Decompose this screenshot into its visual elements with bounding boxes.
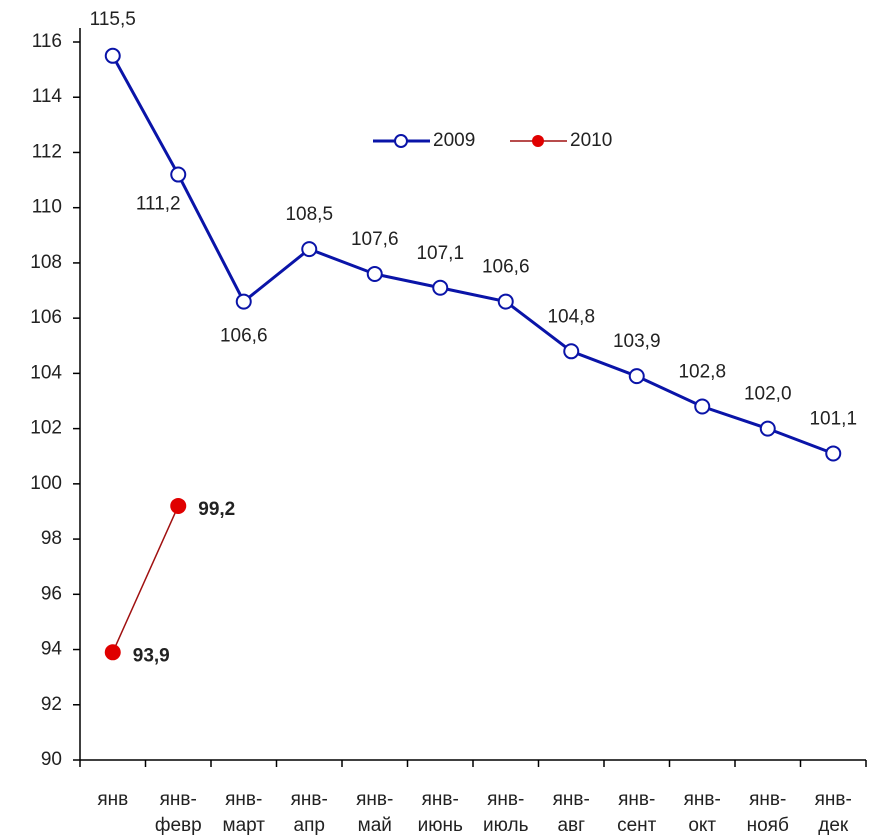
y-tick-label: 110	[32, 197, 62, 218]
x-tick-label: янв-март	[223, 789, 266, 836]
x-tick-label-line: янв-	[356, 789, 393, 810]
legend-marker	[394, 134, 408, 148]
point	[301, 241, 318, 258]
y-tick-label: 90	[41, 749, 62, 770]
x-tick-label-line: апр	[294, 815, 325, 836]
x-tick-label-line: янв-	[618, 789, 655, 810]
data-label: 107,6	[351, 229, 399, 250]
x-tick-label-line: янв-	[749, 789, 786, 810]
x-tick-label-line: янв-	[684, 789, 721, 810]
data-label: 106,6	[482, 257, 530, 278]
x-tick-label: янв	[97, 789, 128, 810]
x-tick-label: янв-апр	[291, 789, 328, 836]
data-label: 104,8	[547, 306, 595, 327]
x-tick-label: янв-дек	[815, 789, 852, 836]
x-tick-label-line: окт	[688, 815, 716, 836]
y-tick-label: 98	[41, 528, 62, 549]
y-tick-label: 92	[41, 694, 62, 715]
x-tick-label-line: янв-	[225, 789, 262, 810]
point	[628, 368, 645, 385]
x-tick-label-line: янв-	[815, 789, 852, 810]
x-tick-label: янв-июль	[483, 789, 529, 836]
x-tick-label: янв-май	[356, 789, 393, 836]
series-line	[111, 55, 834, 455]
y-tick-label: 112	[32, 141, 62, 162]
x-tick-label-line: сент	[617, 815, 657, 836]
x-tick-label-line: авг	[557, 815, 585, 836]
y-tick-label: 96	[41, 583, 62, 604]
x-tick-label-line: июль	[483, 815, 529, 836]
data-label: 106,6	[220, 326, 268, 347]
point	[759, 420, 776, 437]
point	[432, 279, 449, 296]
point	[366, 265, 383, 282]
y-tick-label: 94	[41, 639, 63, 660]
point	[170, 166, 187, 183]
data-label: 93,9	[133, 645, 170, 666]
y-tick-label: 100	[30, 473, 62, 494]
y-tick-label: 104	[30, 362, 62, 383]
point	[694, 398, 711, 415]
point	[104, 47, 121, 64]
point	[104, 644, 121, 661]
x-tick-label: янв-нояб	[747, 789, 789, 836]
y-tick-label: 108	[30, 252, 62, 273]
x-tick-label: янв-окт	[684, 789, 721, 836]
data-label: 101,1	[809, 408, 857, 429]
point	[825, 445, 842, 462]
data-label: 102,8	[678, 362, 726, 383]
point	[563, 343, 580, 360]
legend-label: 2009	[433, 130, 475, 151]
point	[235, 293, 252, 310]
data-label: 115,5	[90, 9, 136, 30]
x-tick-label-line: янв-	[553, 789, 590, 810]
x-tick-label: янв-февр	[155, 789, 202, 836]
data-label: 107,1	[416, 243, 464, 264]
x-tick-label: янв-сент	[617, 789, 657, 836]
y-tick-label: 102	[30, 418, 62, 439]
data-label: 102,0	[744, 384, 792, 405]
x-tick-label-line: дек	[818, 815, 849, 836]
x-tick-label-line: янв-	[487, 789, 524, 810]
x-tick-label-line: янв-	[160, 789, 197, 810]
x-tick-label-line: февр	[155, 815, 202, 836]
x-tick-label: янв-июнь	[418, 789, 463, 836]
point	[170, 497, 187, 514]
legend-label: 2010	[570, 130, 612, 151]
data-label: 99,2	[198, 499, 235, 520]
x-tick-label-line: май	[358, 815, 392, 836]
point	[497, 293, 514, 310]
x-tick-label-line: март	[223, 815, 266, 836]
x-tick-label-line: нояб	[747, 815, 789, 836]
x-tick-label-line: янв-	[291, 789, 328, 810]
data-label: 111,2	[136, 194, 181, 215]
x-tick-label-line: июнь	[418, 815, 463, 836]
legend-marker	[532, 135, 544, 147]
x-tick-label: янв-авг	[553, 789, 590, 836]
x-tick-label-line: янв-	[422, 789, 459, 810]
y-tick-label: 114	[32, 86, 63, 107]
y-tick-label: 116	[32, 31, 62, 52]
data-label: 108,5	[285, 204, 333, 225]
series-line	[112, 505, 179, 653]
data-label: 103,9	[613, 331, 661, 352]
y-tick-label: 106	[30, 307, 62, 328]
